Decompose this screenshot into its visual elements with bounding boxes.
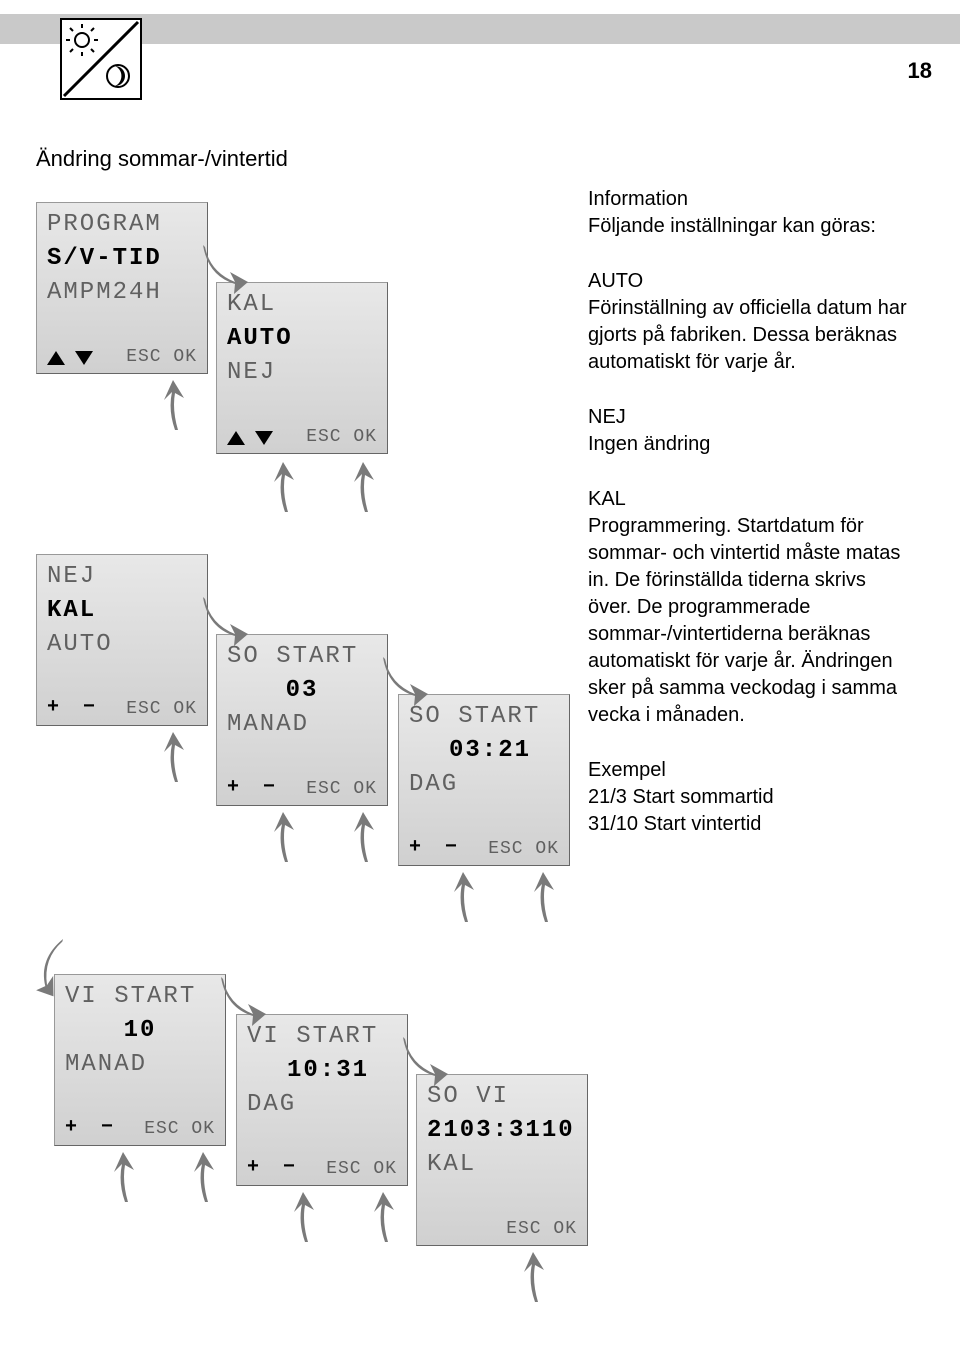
lcd-line: NEJ	[47, 563, 96, 590]
pointer-arrow-icon	[450, 872, 480, 922]
nav-triangles[interactable]	[227, 431, 273, 445]
lcd-line: 2103:3110	[427, 1117, 575, 1144]
info-p5: Exempel 21/3 Start sommartid 31/10 Start…	[588, 757, 908, 838]
lcd-line: KAL	[427, 1151, 476, 1178]
pointer-arrow-icon	[110, 1152, 140, 1202]
lcd-screen: KALAUTONEJESC OK	[216, 282, 388, 454]
info-column: Information Följande inställningar kan g…	[588, 186, 908, 866]
nav-plus-minus[interactable]: + −	[409, 836, 463, 859]
page-number: 18	[908, 58, 932, 84]
pointer-arrow-icon	[270, 812, 300, 862]
lcd-screen: SO START03MANAD+ −ESC OK	[216, 634, 388, 806]
info-text: Ingen ändring	[588, 433, 710, 455]
esc-ok-label[interactable]: ESC OK	[144, 1119, 215, 1139]
lcd-line: S/V-TID	[47, 245, 162, 272]
lcd-line: 10:31	[287, 1057, 369, 1084]
info-p4: KAL Programmering. Startdatum för sommar…	[588, 486, 908, 729]
lcd-line: VI START	[65, 983, 196, 1010]
esc-ok-label[interactable]: ESC OK	[306, 427, 377, 447]
lcd-line: AMPM24H	[47, 279, 162, 306]
info-p3: NEJ Ingen ändring	[588, 404, 908, 458]
esc-ok-label[interactable]: ESC OK	[306, 779, 377, 799]
esc-ok-label[interactable]: ESC OK	[488, 839, 559, 859]
page-heading: Ändring sommar-/vintertid	[36, 146, 288, 172]
pointer-arrow-icon	[530, 872, 560, 922]
flow-arrow-icon	[218, 974, 268, 1024]
lcd-screen: NEJ KAL AUTO + − ESC OK	[36, 554, 208, 726]
flow-arrow-icon	[380, 654, 430, 704]
lcd-screen: SO START03:21DAG+ −ESC OK	[398, 694, 570, 866]
nav-triangles[interactable]	[47, 351, 93, 365]
lcd-line: MANAD	[65, 1051, 147, 1078]
nav-plus-minus[interactable]: + −	[47, 696, 101, 719]
lcd-line: NEJ	[227, 359, 276, 386]
pointer-arrow-icon	[160, 380, 190, 430]
pointer-arrow-icon	[520, 1252, 550, 1302]
pointer-arrow-icon	[160, 732, 190, 782]
flow-arrow-icon	[200, 594, 250, 644]
info-label: Exempel	[588, 757, 908, 784]
lcd-screen: VI START10:31DAG+ −ESC OK	[236, 1014, 408, 1186]
info-label: AUTO	[588, 268, 908, 295]
nav-plus-minus[interactable]: + −	[65, 1116, 119, 1139]
flow-arrow-icon	[400, 1034, 450, 1084]
info-label: KAL	[588, 486, 908, 513]
info-label: Information	[588, 186, 908, 213]
lcd-line: AUTO	[227, 325, 293, 352]
lcd-line: 03:21	[449, 737, 531, 764]
pointer-arrow-icon	[370, 1192, 400, 1242]
lcd-line: DAG	[409, 771, 458, 798]
lcd-line: MANAD	[227, 711, 309, 738]
flow-arrow-icon	[200, 242, 250, 292]
lcd-line: AUTO	[47, 631, 113, 658]
esc-ok-label[interactable]: ESC OK	[126, 699, 197, 719]
lcd-line: KAL	[47, 597, 96, 624]
info-text: 21/3 Start sommartid	[588, 786, 774, 808]
lcd-line: 03	[217, 677, 387, 704]
lcd-line: DAG	[247, 1091, 296, 1118]
info-text: Följande inställningar kan göras:	[588, 215, 876, 237]
daynight-mode-icon	[60, 18, 142, 100]
info-p2: AUTO Förinställning av officiella datum …	[588, 268, 908, 376]
info-text: Programmering. Startdatum för sommar- oc…	[588, 515, 900, 726]
info-text: Förinställning av officiella datum har g…	[588, 297, 907, 373]
pointer-arrow-icon	[350, 812, 380, 862]
pointer-arrow-icon	[290, 1192, 320, 1242]
nav-plus-minus[interactable]: + −	[247, 1156, 301, 1179]
info-text: 31/10 Start vintertid	[588, 813, 761, 835]
top-bar	[0, 14, 960, 44]
lcd-line: PROGRAM	[47, 211, 162, 238]
nav-plus-minus[interactable]: + −	[227, 776, 281, 799]
lcd-screen: PROGRAM S/V-TID AMPM24H ESC OK	[36, 202, 208, 374]
info-label: NEJ	[588, 404, 908, 431]
lcd-screen: SO VI2103:3110KALESC OK	[416, 1074, 588, 1246]
lcd-screen: VI START 10 MANAD + − ESC OK	[54, 974, 226, 1146]
esc-ok-label[interactable]: ESC OK	[506, 1219, 577, 1239]
pointer-arrow-icon	[190, 1152, 220, 1202]
esc-ok-label[interactable]: ESC OK	[326, 1159, 397, 1179]
info-p1: Information Följande inställningar kan g…	[588, 186, 908, 240]
pointer-arrow-icon	[270, 462, 300, 512]
pointer-arrow-icon	[350, 462, 380, 512]
esc-ok-label[interactable]: ESC OK	[126, 347, 197, 367]
lcd-line: 10	[55, 1017, 225, 1044]
